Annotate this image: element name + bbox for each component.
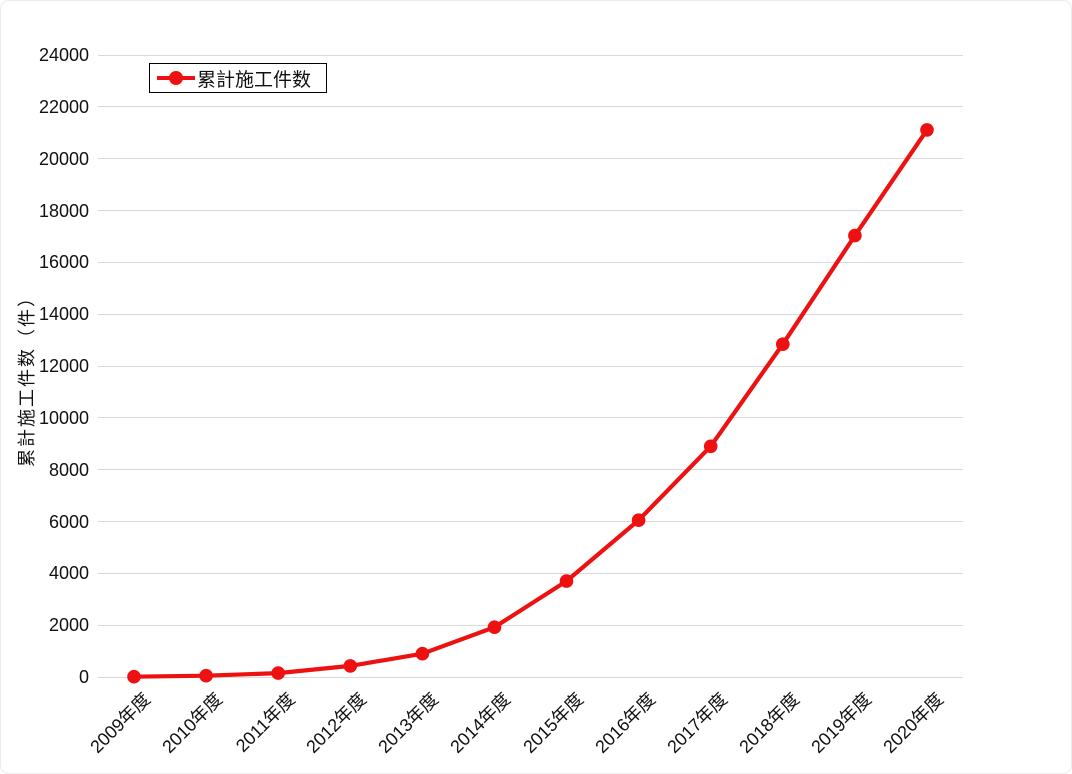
y-tick-label: 6000 [48,511,89,532]
line-series-layer [127,123,934,684]
legend-line-marker-icon [157,71,195,85]
x-tick-label: 2019年度 [807,689,876,757]
y-tick-label: 18000 [38,200,89,221]
data-point-marker [415,646,430,661]
data-point-marker [343,659,358,673]
x-tick-label: 2011年度 [231,689,299,756]
y-tick-label: 4000 [48,563,89,584]
gridline [98,676,963,678]
y-tick-label: 24000 [38,45,89,65]
x-tick-label: 2017年度 [662,689,731,757]
x-tick-label: 2010年度 [158,689,227,757]
gridline [98,469,963,471]
gridline [98,313,963,315]
data-point-marker [920,123,934,137]
data-point-marker [631,513,646,527]
gridline [98,261,963,263]
gridline [98,365,963,367]
data-point-marker [199,668,213,683]
series-line [131,127,930,679]
data-point-marker [127,669,141,684]
plot-area [98,54,963,684]
x-tick-label: 2016年度 [590,689,659,757]
data-point-marker [271,666,285,680]
y-tick-label: 12000 [38,356,89,376]
x-tick-label: 2012年度 [302,689,371,757]
gridline [98,158,963,160]
data-point-marker [559,574,574,588]
legend-label: 累計施工件数 [197,69,312,91]
y-tick-label: 0 [78,667,89,687]
x-tick-label: 2015年度 [518,689,587,757]
y-tick-label: 16000 [38,252,89,273]
gridline [98,572,963,574]
x-tick-label: 2020年度 [879,689,948,757]
gridline [98,54,963,56]
gridline [98,106,963,108]
y-tick-label: 10000 [38,407,89,428]
y-tick-label: 22000 [38,96,89,117]
x-tick-label: 2014年度 [446,689,515,757]
data-point-marker [848,228,862,243]
y-tick-label: 8000 [48,459,89,480]
gridline [98,521,963,522]
y-tick-label: 20000 [38,148,89,169]
x-tick-label: 2013年度 [374,689,443,757]
gridline [98,210,963,211]
data-point-marker [776,337,790,352]
gridline [98,624,963,626]
legend: 累計施工件数 [149,63,327,93]
y-tick-label: 14000 [38,304,89,325]
data-point-marker [487,620,502,634]
data-point-marker [703,439,718,454]
y-tick-label: 2000 [48,615,89,636]
x-tick-label: 2018年度 [735,689,803,757]
legend-marker-dot [169,71,183,85]
x-tick-label: 2009年度 [86,689,155,757]
gridline [98,417,963,419]
